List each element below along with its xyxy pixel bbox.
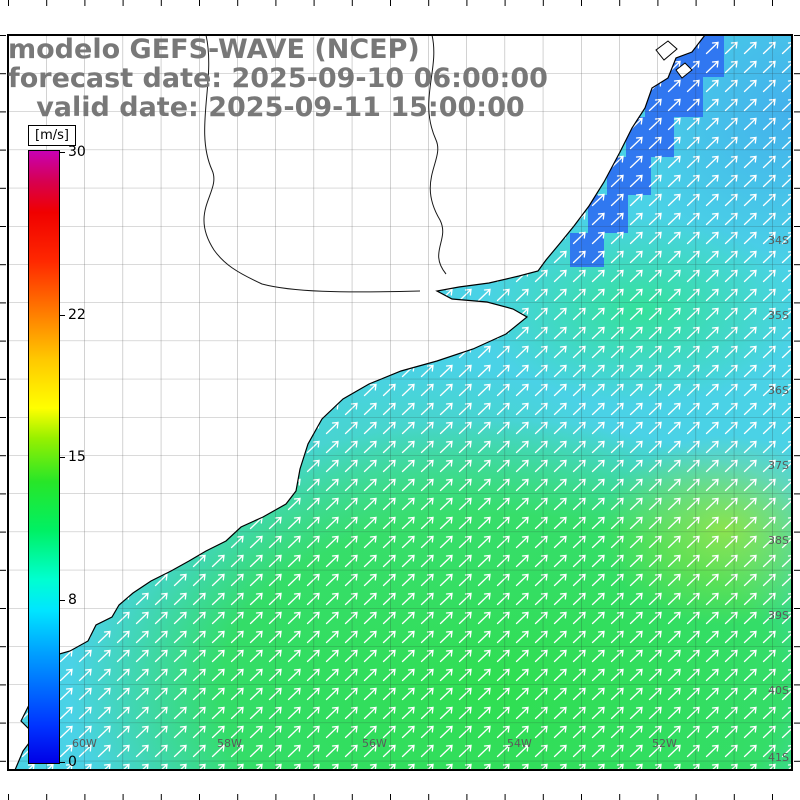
- sea-field: [8, 35, 792, 770]
- valid-date-label: valid date: 2025-09-11 15:00:00: [8, 92, 525, 123]
- right-axis-ticks: [794, 35, 800, 770]
- colorbar: [m/s] 30 22 15 8 0: [28, 124, 86, 770]
- map-title-block: modelo GEFS-WAVE (NCEP) forecast date: 2…: [8, 6, 548, 122]
- lat-label-36s: 36S: [768, 384, 789, 397]
- lat-label-41s: 41S: [768, 751, 789, 764]
- forecast-date-label: forecast date: 2025-09-10 06:00:00: [8, 63, 548, 94]
- lon-label-54w: 54W: [507, 737, 532, 750]
- grid-overlay: [8, 35, 792, 770]
- lat-label-37s: 37S: [768, 459, 789, 472]
- top-axis-ticks: [8, 0, 792, 6]
- model-title: modelo GEFS-WAVE (NCEP): [8, 34, 420, 65]
- lon-label-52w: 52W: [652, 737, 677, 750]
- lat-label-34s: 34S: [768, 234, 789, 247]
- lat-label-35s: 35S: [768, 309, 789, 322]
- lon-label-60w: 60W: [72, 737, 97, 750]
- lon-label-56w: 56W: [362, 737, 387, 750]
- map-frame: [7, 34, 793, 771]
- lat-label-40s: 40S: [768, 684, 789, 697]
- bottom-axis-ticks: [8, 794, 792, 800]
- colorbar-gradient: 30 22 15 8 0: [28, 144, 86, 770]
- lon-label-58w: 58W: [217, 737, 242, 750]
- colorbar-unit-label: [m/s]: [28, 125, 76, 146]
- lat-label-39s: 39S: [768, 609, 789, 622]
- lat-label-38s: 38S: [768, 534, 789, 547]
- left-axis-ticks: [0, 35, 6, 770]
